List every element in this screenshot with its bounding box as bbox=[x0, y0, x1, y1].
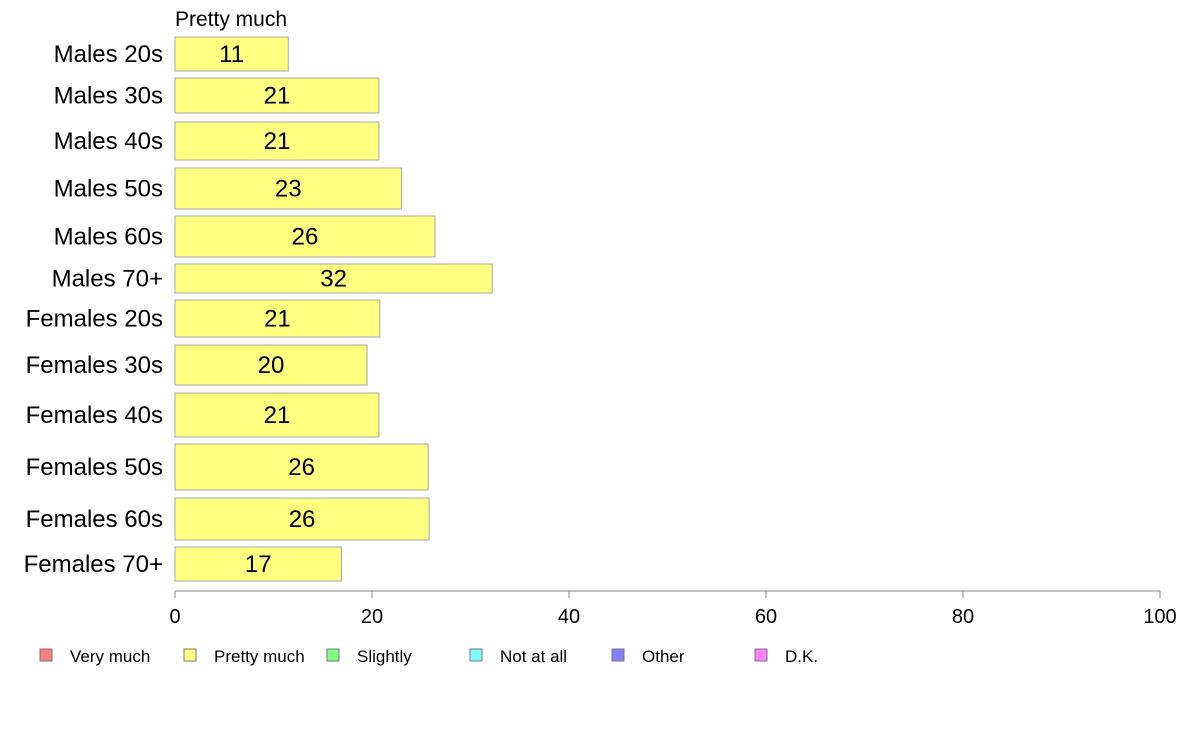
value-label: 21 bbox=[264, 306, 291, 333]
bar bbox=[174, 36, 289, 72]
legend-label: Very much bbox=[70, 647, 150, 666]
bar bbox=[174, 344, 368, 386]
legend-swatch bbox=[754, 648, 768, 662]
value-label: 21 bbox=[264, 402, 291, 429]
category-label: Females 70+ bbox=[24, 551, 163, 578]
legend-swatch bbox=[326, 648, 340, 662]
category-label: Females 60s bbox=[26, 506, 163, 533]
bar bbox=[174, 215, 436, 258]
x-tick-label: 100 bbox=[1143, 606, 1176, 628]
value-label: 26 bbox=[288, 454, 315, 481]
legend-swatch bbox=[183, 648, 197, 662]
value-label: 23 bbox=[275, 176, 302, 203]
legend-label: Slightly bbox=[357, 647, 412, 666]
category-label: Males 50s bbox=[54, 176, 163, 203]
x-tick-label: 0 bbox=[169, 606, 180, 628]
category-label: Females 40s bbox=[26, 402, 163, 429]
legend-label: Pretty much bbox=[214, 647, 305, 666]
bar bbox=[174, 497, 430, 541]
value-label: 26 bbox=[292, 224, 319, 251]
bar bbox=[174, 121, 380, 161]
value-label: 21 bbox=[264, 83, 291, 110]
category-label: Males 20s bbox=[54, 41, 163, 68]
value-label: 17 bbox=[245, 551, 272, 578]
category-label: Males 30s bbox=[54, 83, 163, 110]
category-label: Males 60s bbox=[54, 224, 163, 251]
legend-label: D.K. bbox=[785, 647, 818, 666]
value-label: 11 bbox=[219, 41, 244, 68]
x-tick-label: 60 bbox=[755, 606, 777, 628]
category-label: Males 70+ bbox=[52, 266, 163, 293]
bar bbox=[174, 392, 380, 438]
legend-swatch bbox=[469, 648, 483, 662]
bar bbox=[174, 77, 380, 114]
legend-swatch bbox=[39, 648, 53, 662]
category-label: Females 30s bbox=[26, 352, 163, 379]
bar bbox=[174, 167, 403, 210]
bars-group: Males 20s 11 Males 30s 21 Males 40s 21 Males 5… bbox=[24, 36, 493, 582]
bar bbox=[174, 443, 429, 491]
x-tick-label: 40 bbox=[558, 606, 580, 628]
x-tick-label: 20 bbox=[361, 606, 383, 628]
series-title: Pretty much bbox=[175, 8, 287, 31]
bar bbox=[174, 263, 493, 294]
value-label: 32 bbox=[320, 266, 347, 293]
bar bbox=[174, 299, 381, 338]
legend-label: Other bbox=[642, 647, 685, 666]
category-label: Males 40s bbox=[54, 128, 163, 155]
legend-label: Not at all bbox=[500, 647, 567, 666]
category-label: Females 50s bbox=[26, 454, 163, 481]
value-label: 26 bbox=[289, 506, 316, 533]
legend: Very much Pretty much Slightly Not at all Ot… bbox=[39, 647, 818, 666]
bar bbox=[174, 546, 342, 582]
legend-swatch bbox=[611, 648, 625, 662]
x-tick-label: 80 bbox=[952, 606, 974, 628]
category-label: Females 20s bbox=[26, 306, 163, 333]
value-label: 21 bbox=[264, 128, 291, 155]
x-axis: 0 20 40 60 80 100 bbox=[169, 590, 1177, 628]
value-label: 20 bbox=[258, 352, 285, 379]
